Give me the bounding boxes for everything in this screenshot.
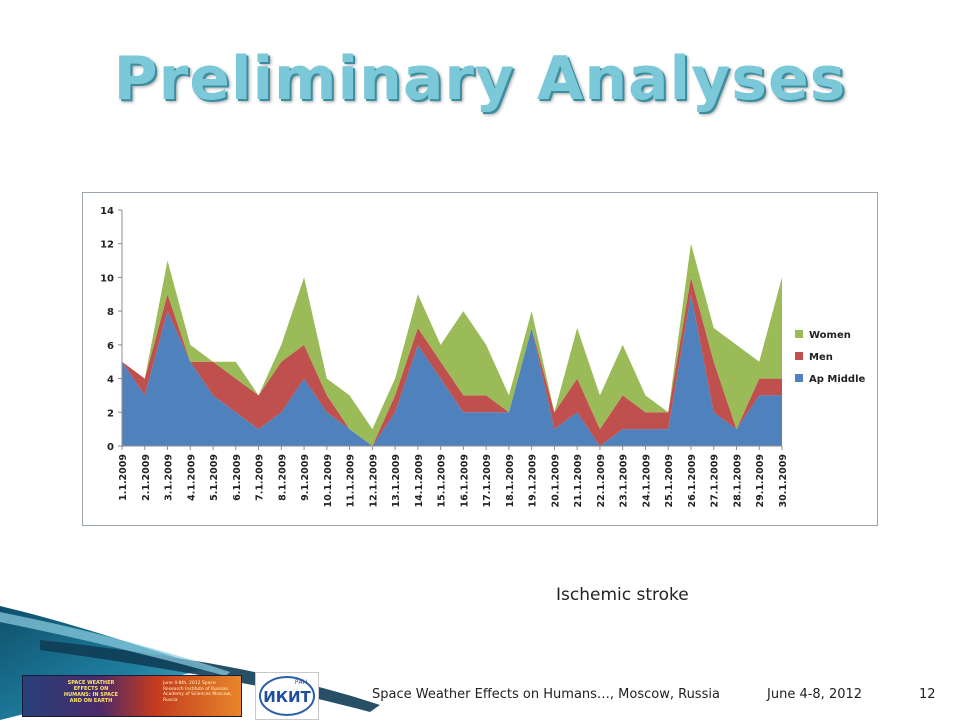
y-tick-label: 12 xyxy=(100,240,114,251)
chart-legend: Women Men Ap Middle xyxy=(795,330,866,385)
y-tick-label: 6 xyxy=(107,341,114,352)
x-tick-label: 16.1.2009 xyxy=(459,454,470,508)
footer-date: June 4-8, 2012 xyxy=(767,687,863,702)
chart-frame: 0 2 4 6 8 10 12 14 1.1.2009 2.1.2009 3.1.2009 4.1.… xyxy=(82,192,878,526)
banner-right-text: June 4-8th, 2012 Space Research Institut… xyxy=(163,681,232,703)
x-tick-label: 25.1.2009 xyxy=(664,454,675,508)
x-tick-label: 12.1.2009 xyxy=(368,454,379,508)
slide-title: Preliminary Analyses xyxy=(113,44,847,114)
x-tick-label: 23.1.2009 xyxy=(619,454,630,508)
x-tick-label: 20.1.2009 xyxy=(550,454,561,508)
x-tick-labels: 1.1.2009 2.1.2009 3.1.2009 4.1.2009 5.1.2009… xyxy=(118,454,789,508)
logo-text: ИКИТ xyxy=(263,688,311,706)
legend-label: Men xyxy=(809,352,833,363)
banner-left-text: SPACE WEATHER EFFECTS ON HUMANS: IN SPAC… xyxy=(63,680,119,704)
x-tick-label: 18.1.2009 xyxy=(505,454,516,508)
legend-swatch xyxy=(795,352,803,360)
x-tick-label: 8.1.2009 xyxy=(277,454,288,501)
x-tick-label: 14.1.2009 xyxy=(414,454,425,508)
y-tick-labels: 0 2 4 6 8 10 12 14 xyxy=(100,206,114,453)
x-tick-label: 19.1.2009 xyxy=(528,454,539,508)
y-tick-label: 8 xyxy=(107,307,114,318)
x-tick-label: 28.1.2009 xyxy=(732,454,743,508)
x-tick-label: 4.1.2009 xyxy=(186,454,197,501)
x-tick-label: 3.1.2009 xyxy=(164,454,175,501)
legend-label: Ap Middle xyxy=(809,374,866,385)
chart-axes xyxy=(118,209,783,450)
x-tick-label: 5.1.2009 xyxy=(209,454,220,501)
x-tick-label: 10.1.2009 xyxy=(323,454,334,508)
x-tick-label: 24.1.2009 xyxy=(641,454,652,508)
footer-title: Space Weather Effects on Humans…, Moscow… xyxy=(372,687,720,702)
iki-logo: ИКИТ РАН xyxy=(255,672,319,720)
x-tick-label: 21.1.2009 xyxy=(573,454,584,508)
logo-badge: РАН xyxy=(295,679,307,686)
legend-label: Women xyxy=(809,330,851,341)
x-tick-label: 6.1.2009 xyxy=(232,454,243,501)
y-tick-label: 2 xyxy=(107,408,114,419)
conference-banner: SPACE WEATHER EFFECTS ON HUMANS: IN SPAC… xyxy=(22,675,242,717)
iki-logo-icon: ИКИТ РАН xyxy=(259,676,315,716)
x-tick-label: 11.1.2009 xyxy=(346,454,357,508)
y-tick-label: 0 xyxy=(107,442,114,453)
x-tick-label: 22.1.2009 xyxy=(596,454,607,508)
x-tick-label: 27.1.2009 xyxy=(710,454,721,508)
area-series-women xyxy=(122,243,782,446)
x-tick-label: 1.1.2009 xyxy=(118,454,129,501)
stacked-area-chart: 0 2 4 6 8 10 12 14 1.1.2009 2.1.2009 3.1.2009 4.1.… xyxy=(100,206,866,508)
chart-areas xyxy=(122,243,782,446)
legend-swatch xyxy=(795,374,803,382)
area-series-ap-middle xyxy=(122,294,782,446)
x-tick-label: 29.1.2009 xyxy=(755,454,766,508)
chart-caption: Ischemic stroke xyxy=(556,585,689,605)
y-tick-label: 10 xyxy=(100,273,114,284)
x-tick-label: 13.1.2009 xyxy=(391,454,402,508)
x-tick-label: 17.1.2009 xyxy=(482,454,493,508)
page-number: 12 xyxy=(919,687,936,702)
x-tick-label: 9.1.2009 xyxy=(300,454,311,501)
x-tick-label: 7.1.2009 xyxy=(255,454,266,501)
x-tick-label: 30.1.2009 xyxy=(778,454,789,508)
y-tick-label: 14 xyxy=(100,206,114,217)
x-tick-label: 26.1.2009 xyxy=(687,454,698,508)
y-tick-label: 4 xyxy=(107,375,114,386)
legend-swatch xyxy=(795,330,803,338)
x-tick-label: 2.1.2009 xyxy=(141,454,152,501)
x-tick-label: 15.1.2009 xyxy=(437,454,448,508)
